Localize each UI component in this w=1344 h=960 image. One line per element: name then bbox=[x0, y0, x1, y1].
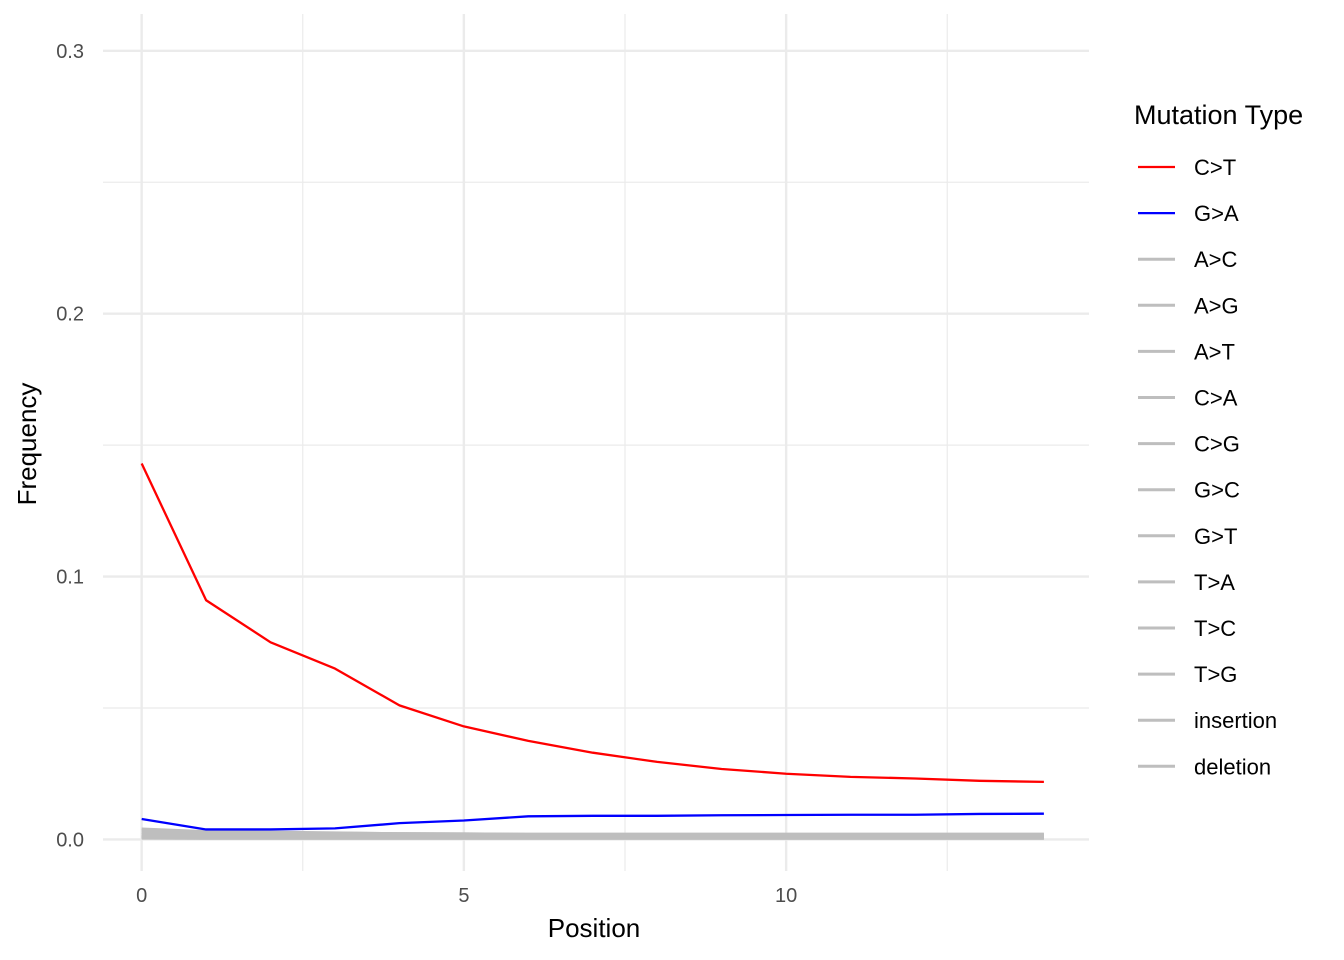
legend-label: A>T bbox=[1194, 339, 1235, 364]
legend-item: deletion bbox=[1138, 754, 1271, 779]
legend-label: T>C bbox=[1194, 616, 1236, 641]
legend-label: C>G bbox=[1194, 432, 1240, 457]
y-tick-label: 0.0 bbox=[56, 829, 84, 851]
legend-label: T>A bbox=[1194, 570, 1235, 595]
legend-item: G>C bbox=[1138, 478, 1240, 503]
y-tick-label: 0.3 bbox=[56, 41, 84, 63]
x-tick-label: 0 bbox=[136, 885, 147, 907]
legend-items: C>T G>A A>C A>G A>T C>A C>G G>C G>T T>A T>C T>G inse… bbox=[1138, 155, 1277, 779]
legend-label: C>T bbox=[1194, 155, 1236, 180]
legend-item: C>G bbox=[1138, 432, 1240, 457]
legend-label: C>A bbox=[1194, 386, 1238, 411]
y-axis-title: Frequency bbox=[12, 383, 42, 506]
legend-item: insertion bbox=[1138, 708, 1277, 733]
legend-label: insertion bbox=[1194, 708, 1277, 733]
series-line-g-a bbox=[141, 812, 1044, 831]
legend-label: T>G bbox=[1194, 662, 1237, 687]
x-tick-label: 5 bbox=[458, 885, 469, 907]
legend-label: deletion bbox=[1194, 754, 1271, 779]
legend-label: G>A bbox=[1194, 201, 1239, 226]
series-lines bbox=[140, 463, 1044, 840]
legend-item: T>C bbox=[1138, 616, 1236, 641]
legend-item: A>T bbox=[1138, 339, 1235, 364]
y-tick-label: 0.1 bbox=[56, 567, 84, 589]
legend-title: Mutation Type bbox=[1134, 100, 1303, 130]
legend: Mutation Type C>T G>A A>C A>G A>T C>A C>G G>C G>… bbox=[1134, 100, 1303, 779]
legend-item: A>C bbox=[1138, 247, 1238, 272]
legend-item: G>T bbox=[1138, 524, 1237, 549]
legend-label: A>G bbox=[1194, 293, 1239, 318]
y-tick-label: 0.2 bbox=[56, 304, 84, 326]
legend-item: A>G bbox=[1138, 293, 1239, 318]
major-gridlines bbox=[103, 14, 1089, 871]
legend-label: A>C bbox=[1194, 247, 1238, 272]
legend-item: T>G bbox=[1138, 662, 1237, 687]
series-line-a-c bbox=[141, 835, 1044, 839]
series-line-a-g bbox=[141, 827, 1044, 836]
legend-item: C>A bbox=[1138, 386, 1238, 411]
legend-label: G>C bbox=[1194, 478, 1240, 503]
minor-gridlines bbox=[103, 14, 1089, 871]
legend-item: G>A bbox=[1138, 201, 1239, 226]
x-axis-title: Position bbox=[548, 913, 641, 943]
x-tick-labels: 0 5 10 bbox=[136, 885, 797, 907]
legend-item: C>T bbox=[1138, 155, 1236, 180]
x-tick-label: 10 bbox=[775, 885, 797, 907]
legend-item: T>A bbox=[1138, 570, 1235, 595]
y-tick-labels: 0.0 0.1 0.2 0.3 bbox=[56, 41, 84, 852]
legend-label: G>T bbox=[1194, 524, 1237, 549]
series-line-c-t bbox=[140, 463, 1044, 784]
